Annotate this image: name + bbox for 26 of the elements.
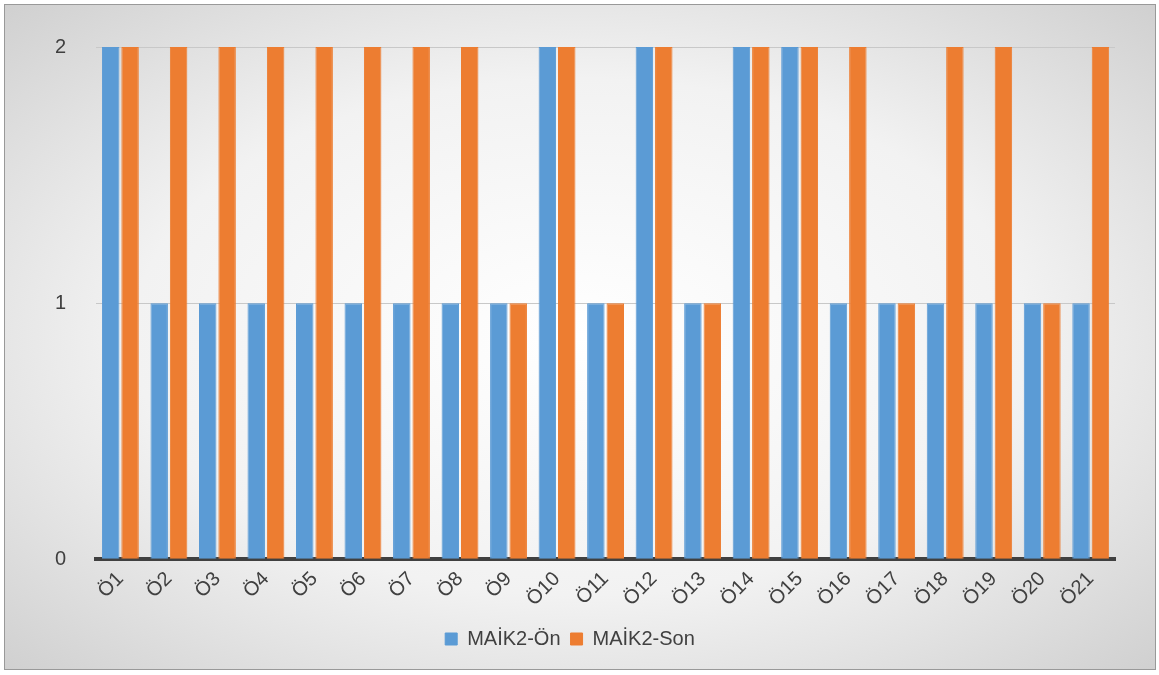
- x-tick-label: Ö10: [521, 566, 564, 610]
- x-tick-label: Ö20: [1006, 566, 1049, 610]
- x-tick-label: Ö5: [286, 566, 322, 602]
- x-tick-label: Ö18: [909, 566, 952, 610]
- x-tick-label: Ö14: [715, 566, 758, 610]
- x-tick-label: Ö12: [618, 566, 661, 610]
- y-tick-label: 2: [55, 34, 67, 57]
- x-tick-label: Ö13: [667, 566, 710, 610]
- x-tick-label: Ö1: [92, 566, 128, 602]
- y-tick-label: 0: [55, 546, 67, 569]
- x-tick-label: Ö9: [480, 566, 516, 602]
- x-tick-label: Ö2: [141, 566, 176, 602]
- x-tick-label: Ö7: [383, 566, 419, 602]
- x-tick-label: Ö21: [1055, 566, 1098, 610]
- y-tick-label: 1: [55, 290, 67, 313]
- x-tick-label: Ö3: [189, 566, 225, 602]
- x-tick-label: Ö16: [812, 566, 855, 610]
- x-tick-label: Ö6: [335, 566, 370, 602]
- x-tick-label: Ö4: [238, 566, 273, 602]
- x-tick-label: Ö8: [432, 566, 467, 602]
- x-tick-label: Ö17: [861, 566, 904, 610]
- legend-label: MAİK2-Ön: [467, 626, 561, 649]
- x-tick-label: Ö11: [571, 566, 613, 609]
- x-tick-label: Ö15: [764, 566, 807, 610]
- x-tick-label: Ö19: [958, 566, 1001, 610]
- legend-label: MAİK2-Son: [592, 626, 695, 649]
